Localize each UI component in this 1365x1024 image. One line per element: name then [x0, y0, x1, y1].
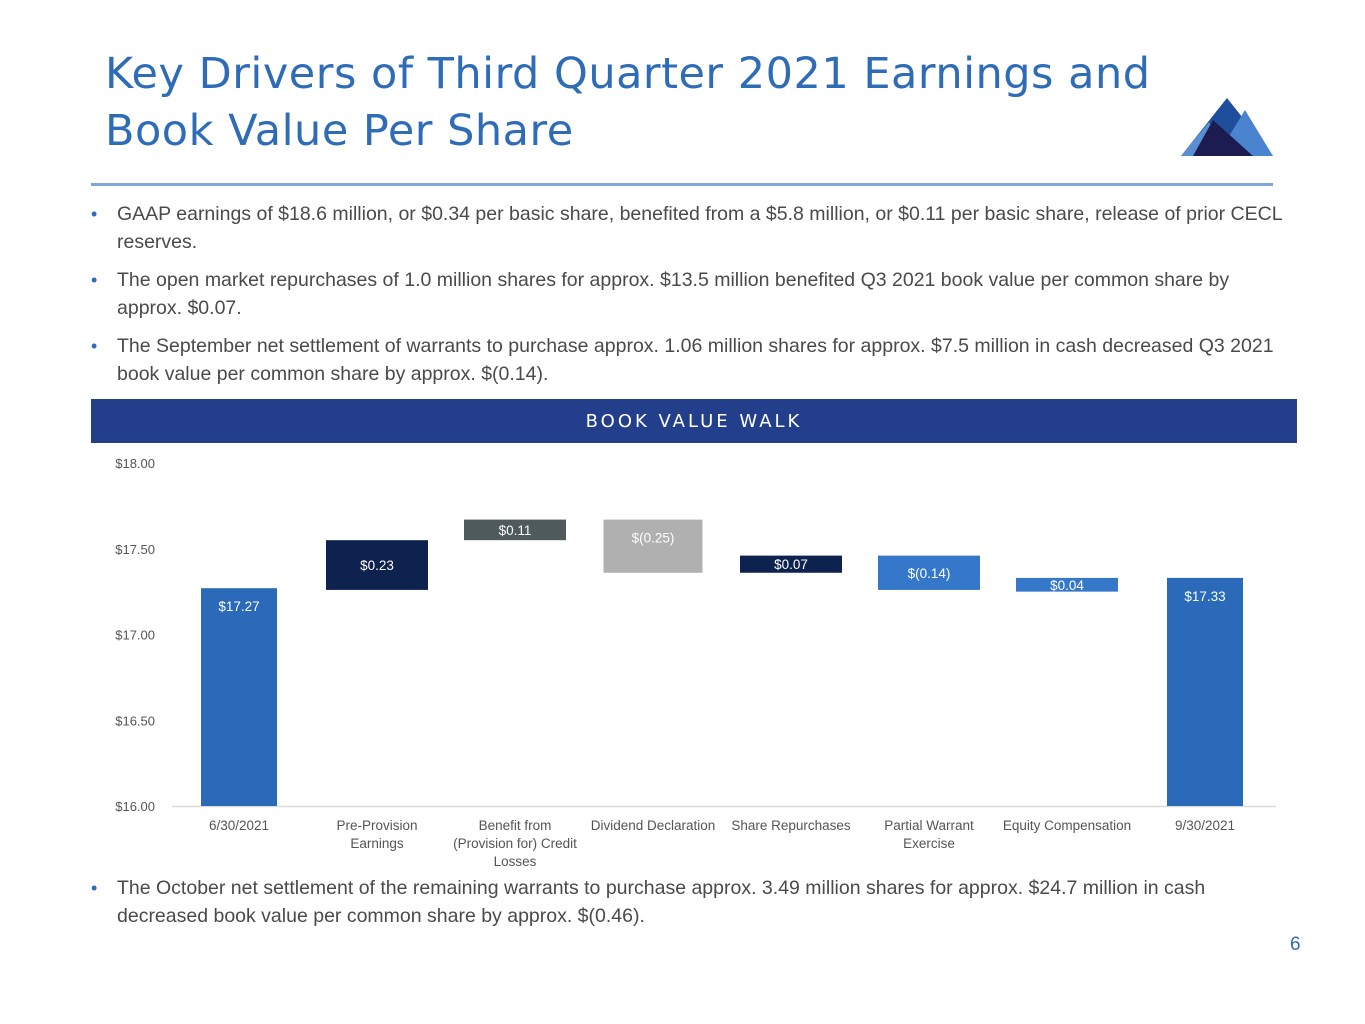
waterfall-bar [1167, 577, 1243, 806]
x-category-label: Losses [494, 854, 537, 869]
x-category-label: Equity Compensation [1003, 818, 1131, 833]
y-tick-label: $17.00 [115, 628, 155, 643]
title-divider [91, 183, 1273, 186]
waterfall-bar [740, 555, 842, 573]
bottom-bullet-list: • The October net settlement of the remai… [91, 874, 1301, 930]
y-tick-label: $16.00 [115, 799, 155, 814]
x-category-label: Partial Warrant [884, 818, 974, 833]
bar-data-label: $(0.25) [632, 531, 675, 546]
x-category-label: Exercise [903, 836, 955, 851]
bullet-text: The open market repurchases of 1.0 milli… [117, 269, 1230, 319]
bullet-icon: • [91, 270, 98, 290]
x-category-label: Benefit from [479, 818, 552, 833]
bar-data-label: $0.11 [499, 523, 532, 538]
key-drivers-list: • GAAP earnings of $18.6 million, or $0.3… [91, 200, 1291, 398]
logo-peak-dark [1193, 120, 1253, 156]
bullet-text: The October net settlement of the remain… [117, 877, 1206, 927]
page-number: 6 [1290, 934, 1301, 955]
waterfall-bar [878, 555, 980, 590]
bullet-item: • The October net settlement of the remai… [91, 874, 1301, 930]
book-value-walk-chart: $16.00 $16.50 $17.00 $17.50 $18.00 $17.27 6/30… [115, 456, 1276, 869]
mountain-logo-icon [1181, 98, 1273, 156]
bullet-icon: • [91, 878, 98, 898]
waterfall-bar [464, 519, 566, 541]
x-category-label: 9/30/2021 [1175, 818, 1235, 833]
y-tick-label: $16.50 [115, 713, 155, 728]
bar-data-label: $17.27 [218, 599, 259, 614]
bullet-text: The September net settlement of warrants… [117, 335, 1274, 385]
waterfall-bar [201, 588, 277, 806]
waterfall-bar [1016, 577, 1118, 592]
x-category-label: Dividend Declaration [591, 818, 716, 833]
y-tick-label: $18.00 [115, 456, 155, 471]
page-title: Key Drivers of Third Quarter 2021 Earnin… [105, 49, 1151, 156]
bar-data-label: $17.33 [1184, 589, 1225, 604]
x-category-label: Share Repurchases [731, 818, 851, 833]
bar-data-label: $0.23 [360, 558, 394, 573]
bar-data-label: $(0.14) [908, 566, 951, 581]
bullet-icon: • [91, 204, 98, 224]
chart-banner: BOOK VALUE WALK [91, 399, 1297, 443]
bar-data-label: $0.07 [774, 557, 808, 572]
waterfall-bar [326, 540, 428, 590]
bullet-icon: • [91, 336, 98, 356]
y-tick-label: $17.50 [115, 542, 155, 557]
x-category-label: Pre-Provision [336, 818, 417, 833]
bullet-item: • The open market repurchases of 1.0 mill… [91, 266, 1291, 322]
bullet-item: • The September net settlement of warrant… [91, 332, 1291, 388]
x-category-label: 6/30/2021 [209, 818, 269, 833]
x-category-label: (Provision for) Credit [453, 836, 577, 851]
bullet-text: GAAP earnings of $18.6 million, or $0.34… [117, 203, 1282, 253]
x-category-label: Earnings [350, 836, 404, 851]
waterfall-bar [603, 519, 703, 573]
bar-data-label: $0.04 [1050, 578, 1084, 593]
bullet-item: • GAAP earnings of $18.6 million, or $0.3… [91, 200, 1291, 256]
